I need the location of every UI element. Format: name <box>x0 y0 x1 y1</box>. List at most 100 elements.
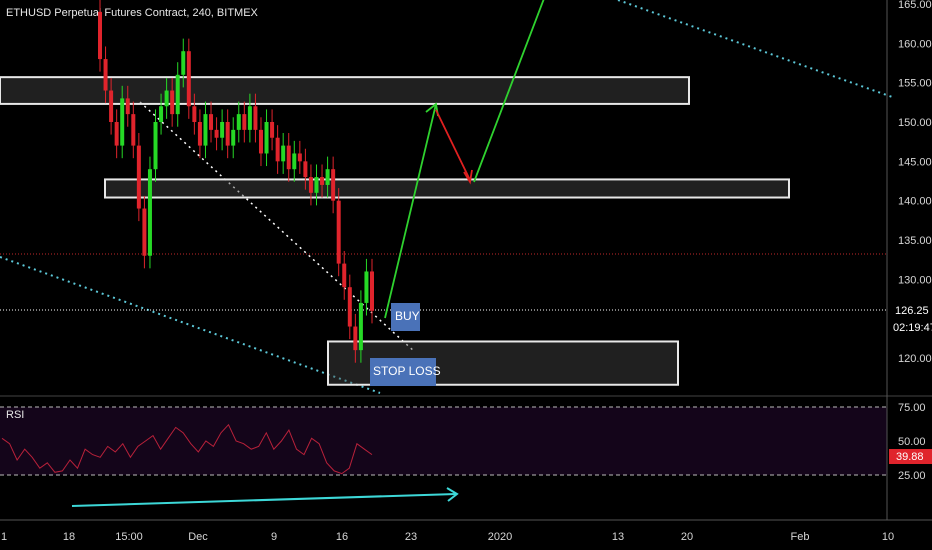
price-tick-label: 140.00 <box>898 196 932 208</box>
time-tick-label: 18 <box>63 531 75 543</box>
candle-body <box>347 287 352 327</box>
time-tick-label: 10 <box>882 531 894 543</box>
candle-body <box>270 122 275 138</box>
zone-box <box>104 178 790 199</box>
candle-body <box>164 90 169 107</box>
price-tick-label: 160.00 <box>898 38 932 50</box>
time-tick-label: 9 <box>271 531 277 543</box>
descending-trendline[interactable] <box>139 101 416 353</box>
candle-body <box>220 122 225 138</box>
price-tick-label: 165.00 <box>898 0 932 11</box>
candle-body <box>281 145 286 162</box>
candle-body <box>103 59 108 91</box>
candle-body <box>297 153 302 162</box>
plan-arrowhead-2 <box>463 169 473 185</box>
candle-body <box>325 169 330 185</box>
rsi-divergence-line[interactable] <box>71 493 457 507</box>
candle-body <box>142 208 147 256</box>
candle-body <box>109 90 114 122</box>
time-tick-label: 16 <box>336 531 348 543</box>
candle-body <box>358 302 363 351</box>
candle-body <box>336 200 341 264</box>
candle-body <box>131 114 136 146</box>
candle-body <box>170 90 175 115</box>
time-tick-label: 13 <box>612 531 624 543</box>
rsi-tick-label: 75.00 <box>898 402 926 414</box>
last-price-badge <box>888 302 932 319</box>
buy-label-box <box>391 303 420 331</box>
plan-leg-up-2 <box>473 0 545 183</box>
rsi-pane <box>0 407 887 475</box>
price-tick-label: 120.00 <box>898 353 932 365</box>
candle-body <box>203 114 208 146</box>
time-tick-label: 1 <box>1 531 7 543</box>
candle-body <box>147 169 152 256</box>
candle-body <box>253 106 258 130</box>
price-tick-label: 150.00 <box>898 117 932 129</box>
candle-body <box>209 114 214 130</box>
candle-body <box>331 169 336 201</box>
time-tick-label: 23 <box>405 531 417 543</box>
candle-body <box>153 122 158 170</box>
candle-body <box>242 114 247 130</box>
price-axis: 165.00 160.00 155.00 150.00 145.00 140.00 135.… <box>898 0 932 365</box>
candle-body <box>303 161 308 178</box>
candle-body <box>136 145 141 209</box>
candles-group <box>98 0 374 363</box>
rsi-label: RSI <box>6 409 24 421</box>
rsi-divergence-arrowhead <box>446 487 459 502</box>
candle-body <box>364 271 369 303</box>
candle-body <box>120 98 125 146</box>
time-tick-label: 20 <box>681 531 693 543</box>
buy-label: BUY <box>395 309 420 323</box>
candle-body <box>275 137 280 162</box>
rsi-current-value: 39.88 <box>896 451 924 463</box>
zone-group <box>0 76 790 386</box>
candle-body <box>98 11 102 60</box>
candle-body <box>320 177 325 185</box>
candle-body <box>159 106 164 122</box>
bar-countdown: 02:19:47 <box>893 322 932 334</box>
time-tick-label: Feb <box>791 531 810 543</box>
lower-trendline[interactable] <box>0 256 381 394</box>
trade-plan[interactable] <box>384 0 545 319</box>
time-tick-label: 2020 <box>488 531 512 543</box>
candle-body <box>125 98 130 115</box>
candle-body <box>342 263 347 288</box>
price-tick-label: 135.00 <box>898 235 932 247</box>
rsi-axis: 75.00 50.00 25.00 <box>898 402 926 482</box>
time-tick-label: 15:00 <box>115 531 143 543</box>
rsi-tick-label: 25.00 <box>898 470 926 482</box>
candle-body <box>236 114 241 130</box>
candle-body <box>225 122 230 146</box>
candle-body <box>286 145 291 170</box>
candle-body <box>114 122 119 146</box>
stop-loss-label: STOP LOSS <box>373 364 441 378</box>
time-axis: 1 18 15:00 Dec 9 16 23 2020 13 20 Feb 10 <box>1 531 894 543</box>
stop-loss-label-box <box>370 358 436 386</box>
candle-body <box>353 326 358 351</box>
price-tick-label: 155.00 <box>898 78 932 90</box>
candle-body <box>308 177 313 193</box>
chart-title: ETHUSD Perpetual Futures Contract, 240, … <box>6 7 259 19</box>
rsi-tick-label: 50.00 <box>898 436 926 448</box>
candle-body <box>231 129 236 146</box>
time-tick-label: Dec <box>188 531 208 543</box>
price-tick-label: 145.00 <box>898 156 932 168</box>
candle-body <box>186 51 191 107</box>
candle-body <box>258 129 263 154</box>
price-tick-label: 130.00 <box>898 274 932 286</box>
plan-leg-down <box>435 109 471 181</box>
plan-leg-up-1 <box>384 103 437 319</box>
candle-body <box>175 74 180 115</box>
rsi-current-badge <box>889 449 932 464</box>
candle-body <box>197 122 202 146</box>
candle-body <box>292 153 297 170</box>
candle-body <box>247 106 252 130</box>
upper-trendline[interactable] <box>617 0 896 99</box>
rsi-line <box>1 423 373 475</box>
zone-box <box>0 76 690 105</box>
candle-body <box>264 122 269 154</box>
candle-body <box>370 271 374 311</box>
